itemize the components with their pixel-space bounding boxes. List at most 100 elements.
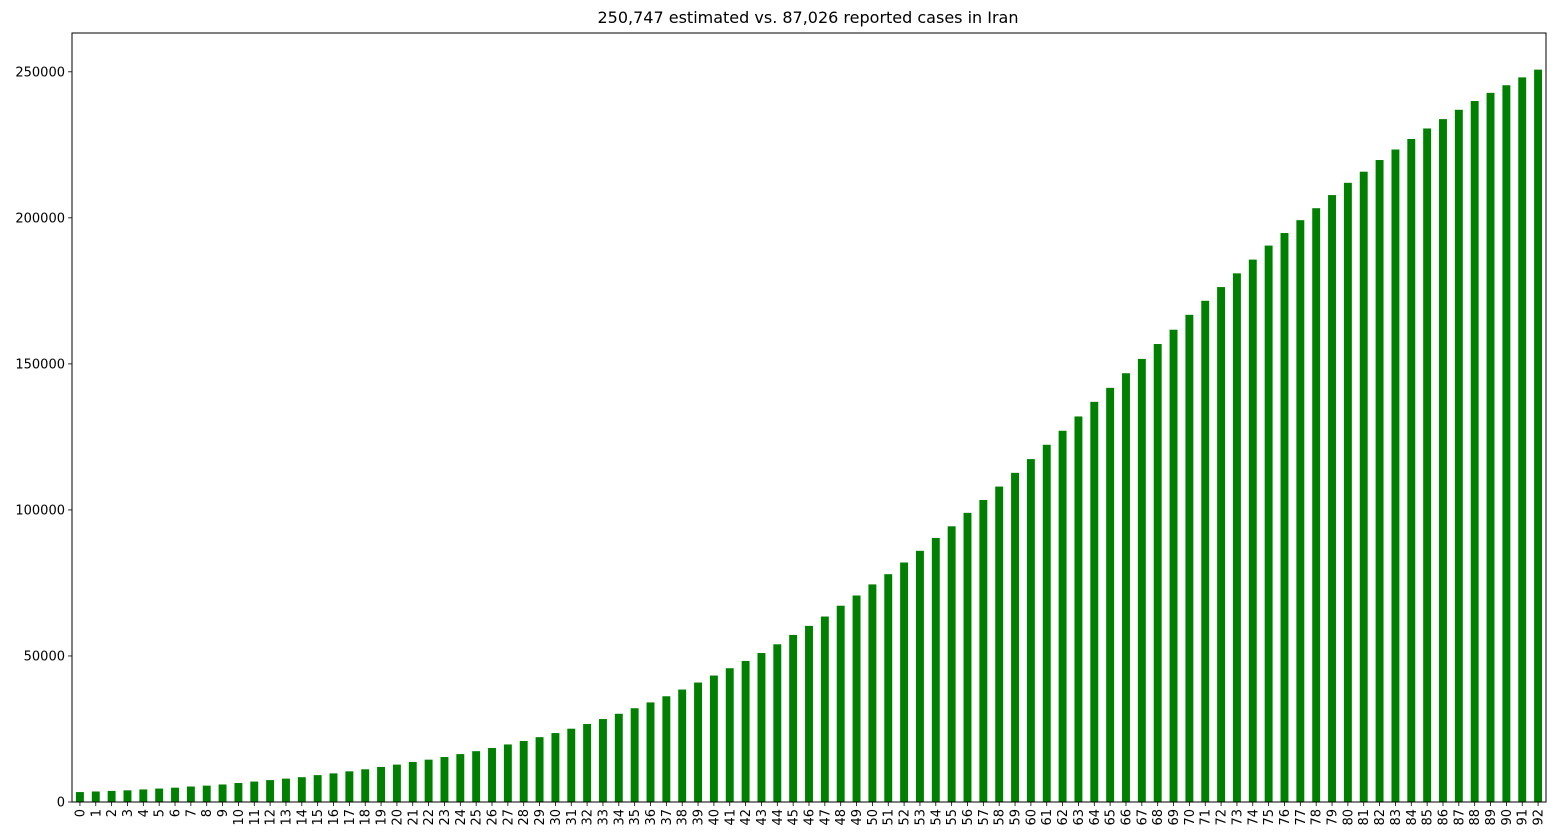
x-tick-label: 79 <box>1326 809 1341 826</box>
bar-80 <box>1343 182 1352 803</box>
x-tick-label: 22 <box>422 809 437 826</box>
bar-46 <box>805 625 813 802</box>
x-tick-label: 7 <box>184 809 199 817</box>
bar-34 <box>614 713 623 802</box>
x-tick-label: 4 <box>137 809 152 817</box>
bar-24 <box>456 754 465 802</box>
x-tick-label: 58 <box>993 809 1008 826</box>
x-tick-label: 54 <box>929 809 944 826</box>
x-tick-label: 53 <box>913 809 928 826</box>
x-tick-label: 0 <box>73 809 88 817</box>
x-tick-label: 75 <box>1262 809 1277 826</box>
bar-63 <box>1074 416 1083 802</box>
x-tick-label: 33 <box>596 809 611 826</box>
x-tick-label: 19 <box>375 809 390 826</box>
x-tick-label: 72 <box>1215 809 1230 826</box>
x-tick-label: 61 <box>1040 809 1055 826</box>
bar-69 <box>1169 329 1178 802</box>
x-tick-label: 63 <box>1072 809 1087 826</box>
x-tick-label: 10 <box>232 809 247 826</box>
bar-88 <box>1470 101 1479 802</box>
bar-50 <box>868 584 877 802</box>
bar-89 <box>1486 92 1495 803</box>
x-tick-label: 8 <box>200 809 215 817</box>
bar-52 <box>900 562 909 802</box>
y-tick-label: 0 <box>57 796 65 811</box>
x-tick-label: 13 <box>279 809 294 826</box>
plot-frame <box>71 32 1547 803</box>
bar-49 <box>852 595 861 802</box>
x-tick-label: 88 <box>1468 809 1483 826</box>
x-tick-label: 31 <box>565 809 580 826</box>
x-tick-label: 18 <box>359 809 374 826</box>
bar-15 <box>313 775 322 802</box>
x-tick-label: 89 <box>1484 809 1499 826</box>
x-tick-label: 83 <box>1389 809 1404 826</box>
bar-42 <box>741 660 750 802</box>
bar-10 <box>234 783 243 802</box>
y-tick-label: 150000 <box>15 357 65 372</box>
bar-23 <box>440 757 449 802</box>
bar-71 <box>1201 300 1210 802</box>
bar-6 <box>171 787 179 802</box>
x-tick-label: 38 <box>676 809 691 826</box>
x-tick-label: 45 <box>787 809 802 826</box>
x-tick-label: 20 <box>390 809 405 826</box>
y-tick-label: 200000 <box>15 211 65 226</box>
bar-65 <box>1106 387 1115 802</box>
bar-84 <box>1407 138 1416 803</box>
bar-11 <box>250 781 259 802</box>
bar-2 <box>107 790 116 802</box>
x-tick-label: 82 <box>1373 809 1388 826</box>
x-axis: 0 1 2 3 4 5 6 7 8 9 10 11 12 13 14 15 16 17 18 19 20 21 22 23 24… <box>73 802 1547 826</box>
bar-78 <box>1312 208 1321 802</box>
x-tick-label: 87 <box>1452 809 1467 826</box>
x-tick-label: 73 <box>1230 809 1245 826</box>
x-tick-label: 26 <box>486 809 501 826</box>
y-tick-label: 100000 <box>15 503 65 518</box>
bar-85 <box>1423 128 1432 803</box>
bar-22 <box>424 759 433 802</box>
bar-59 <box>1011 472 1019 802</box>
bar-73 <box>1232 273 1241 803</box>
bar-87 <box>1454 109 1463 802</box>
bar-83 <box>1391 149 1400 802</box>
x-tick-label: 69 <box>1167 809 1182 826</box>
bar-76 <box>1280 233 1289 802</box>
bar-18 <box>361 769 370 802</box>
bar-79 <box>1328 195 1336 802</box>
x-tick-label: 64 <box>1088 809 1103 826</box>
x-tick-label: 51 <box>882 809 897 826</box>
bar-47 <box>820 616 829 802</box>
bar-62 <box>1058 430 1067 802</box>
x-tick-label: 62 <box>1056 809 1071 826</box>
x-tick-label: 71 <box>1199 809 1214 826</box>
x-tick-label: 81 <box>1357 809 1372 826</box>
x-tick-label: 29 <box>533 809 548 826</box>
bar-27 <box>503 744 512 802</box>
bar-64 <box>1090 401 1099 802</box>
x-tick-label: 41 <box>723 809 738 826</box>
bar-4 <box>139 789 148 802</box>
bar-0 <box>75 792 84 802</box>
x-tick-label: 44 <box>771 809 786 826</box>
x-tick-label: 57 <box>977 809 992 826</box>
bar-75 <box>1264 245 1273 803</box>
bar-44 <box>773 644 782 802</box>
x-tick-label: 74 <box>1246 809 1261 826</box>
bar-61 <box>1042 444 1051 802</box>
bar-45 <box>789 634 798 802</box>
x-tick-label: 37 <box>660 809 675 826</box>
x-tick-label: 21 <box>406 809 421 826</box>
bar-7 <box>186 786 195 802</box>
bar-12 <box>266 780 275 802</box>
bar-37 <box>662 696 671 802</box>
bar-72 <box>1217 287 1226 802</box>
x-tick-label: 35 <box>628 809 643 826</box>
bar-67 <box>1137 358 1146 802</box>
x-tick-label: 32 <box>581 809 596 826</box>
bar-68 <box>1153 344 1162 802</box>
bar-5 <box>155 788 164 802</box>
x-tick-label: 6 <box>169 809 184 817</box>
x-tick-label: 60 <box>1024 809 1039 826</box>
